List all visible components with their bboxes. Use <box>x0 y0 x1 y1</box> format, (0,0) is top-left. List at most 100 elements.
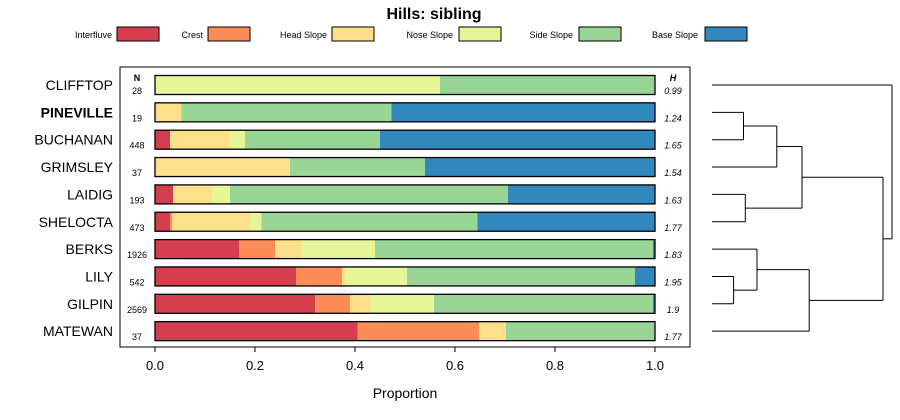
h-value-7: 1.95 <box>664 277 683 287</box>
bar-segment-2-3 <box>230 130 245 150</box>
n-header: N <box>134 73 141 83</box>
bar-segment-6-3 <box>301 239 375 259</box>
bar-segment-5-5 <box>477 212 655 232</box>
h-values: 0.99 1.24 1.65 1.54 1.63 1.77 1.83 1.95 1.9 1.77 <box>664 86 683 342</box>
h-value-1: 1.24 <box>664 113 682 123</box>
bar-segment-3-5 <box>425 157 655 177</box>
legend-label-5: Base Slope <box>652 30 698 40</box>
h-header: H <box>670 73 677 83</box>
legend-label-1: Crest <box>181 30 203 40</box>
bar-segment-8-4 <box>434 294 653 314</box>
x-tick-label-2: 0.4 <box>346 358 364 373</box>
n-value-4: 193 <box>129 195 144 205</box>
row-label-1: PINEVILLE <box>41 104 113 120</box>
bar-segment-8-1 <box>315 294 350 314</box>
bar-segment-2-2 <box>170 130 230 150</box>
bar-segment-4-5 <box>508 184 655 204</box>
n-value-6: 1926 <box>127 250 147 260</box>
bar-segment-9-1 <box>357 321 479 341</box>
n-value-0: 28 <box>132 86 142 96</box>
bar-segment-7-4 <box>407 266 635 286</box>
bar-segment-2-0 <box>155 130 170 150</box>
row-labels: CLIFFTOP PINEVILLE BUCHANAN GRIMSLEY LAIDIG S… <box>34 77 113 339</box>
row-label-3: GRIMSLEY <box>41 159 114 175</box>
bar-segment-7-0 <box>155 266 296 286</box>
legend-label-4: Side Slope <box>529 30 573 40</box>
legend-swatch-2 <box>331 26 375 42</box>
bar-segment-4-0 <box>155 184 173 204</box>
row-label-5: SHELOCTA <box>39 214 114 230</box>
bar-segment-2-5 <box>380 130 655 150</box>
h-value-6: 1.83 <box>664 250 682 260</box>
legend-swatch-4 <box>578 26 622 42</box>
x-tick-label-3: 0.6 <box>446 358 464 373</box>
bar-segment-8-5 <box>653 294 655 314</box>
row-label-6: BERKS <box>66 241 113 257</box>
bar-outline-4 <box>154 184 656 205</box>
bar-segment-0-3 <box>155 75 440 95</box>
n-value-9: 37 <box>132 332 142 342</box>
bar-segment-6-4 <box>375 239 653 259</box>
dendrogram <box>712 84 893 332</box>
bar-outline-5 <box>154 211 656 232</box>
bar-outline-7 <box>154 266 656 287</box>
bar-segment-4-3 <box>212 184 230 204</box>
legend-label-0: Interfluve <box>75 30 112 40</box>
plot-frame <box>119 66 691 348</box>
row-label-9: MATEWAN <box>43 323 113 339</box>
legend-label-3: Nose Slope <box>406 30 453 40</box>
h-value-3: 1.54 <box>664 168 682 178</box>
legend: Interfluve Crest Head Slope Nose Slope Side … <box>75 26 748 42</box>
bar-segment-5-3 <box>250 212 262 232</box>
bar-outline-9 <box>154 320 656 342</box>
legend-label-2: Head Slope <box>280 30 327 40</box>
bars <box>154 74 656 342</box>
row-label-4: LAIDIG <box>67 186 113 202</box>
h-value-2: 1.65 <box>664 141 683 151</box>
bar-segment-9-4 <box>506 321 655 341</box>
bar-segment-6-1 <box>239 239 275 259</box>
bar-segment-8-2 <box>350 294 370 314</box>
bar-segment-3-2 <box>155 157 290 177</box>
bar-outline-6 <box>154 238 656 260</box>
bar-segment-5-0 <box>155 212 170 232</box>
x-tick-label-5: 1.0 <box>646 358 664 373</box>
bar-outline-3 <box>154 156 656 178</box>
bar-segment-7-1 <box>296 266 342 286</box>
bar-segment-6-2 <box>275 239 301 259</box>
row-label-8: GILPIN <box>67 296 113 312</box>
bar-segment-2-4 <box>245 130 380 150</box>
n-value-8: 2569 <box>127 305 147 315</box>
chart-title: Hills: sibling <box>386 6 481 23</box>
h-value-0: 0.99 <box>664 86 682 96</box>
n-value-2: 448 <box>129 141 144 151</box>
bar-outline-0 <box>154 74 656 96</box>
x-tick-label-0: 0.0 <box>146 358 164 373</box>
h-value-9: 1.77 <box>664 332 683 342</box>
h-value-5: 1.77 <box>664 223 683 233</box>
bar-segment-7-5 <box>635 266 655 286</box>
n-value-3: 37 <box>132 168 142 178</box>
bar-segment-7-3 <box>345 266 407 286</box>
n-values: 28 19 448 37 193 473 1926 542 2569 37 <box>127 86 147 342</box>
bar-segment-6-0 <box>155 239 239 259</box>
legend-swatch-1 <box>207 26 251 42</box>
bar-segment-8-0 <box>155 294 315 314</box>
n-value-7: 542 <box>129 277 144 287</box>
n-value-1: 19 <box>132 113 142 123</box>
bar-outline-2 <box>154 129 656 150</box>
bar-segment-9-2 <box>479 321 506 341</box>
legend-swatch-0 <box>116 26 160 42</box>
bar-segment-5-1 <box>170 212 172 232</box>
row-label-0: CLIFFTOP <box>46 77 113 93</box>
bar-segment-6-5 <box>653 239 655 259</box>
x-tick-label-4: 0.8 <box>546 358 564 373</box>
bar-segment-5-4 <box>261 212 478 232</box>
legend-swatch-3 <box>458 26 502 42</box>
row-label-7: LILY <box>85 268 113 284</box>
bar-outline-8 <box>154 293 656 314</box>
bar-segment-1-4 <box>181 102 392 122</box>
x-tick-label-1: 0.2 <box>246 358 264 373</box>
x-axis-label: Proportion <box>373 385 438 401</box>
